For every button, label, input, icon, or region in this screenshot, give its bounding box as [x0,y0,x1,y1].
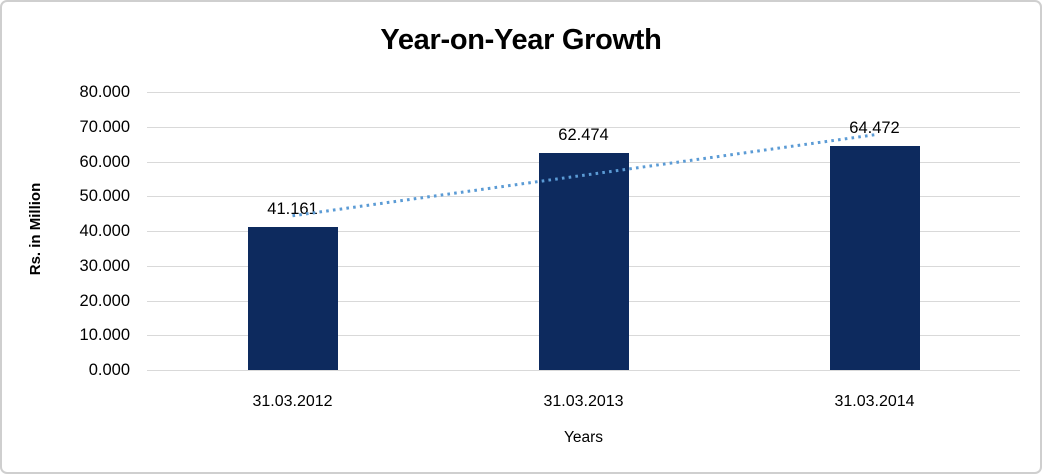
y-tick-label: 30.000 [79,256,130,275]
bar [538,152,629,370]
y-tick-label: 70.000 [79,117,130,136]
x-axis-title: Years [563,429,604,446]
bar [829,145,920,370]
chart-title: Year-on-Year Growth [380,24,662,56]
bar-data-label: 64.472 [849,118,900,137]
bar-data-label: 62.474 [558,125,609,144]
bar [247,226,338,370]
y-axis-tick-labels: 0.000 10.000 20.000 30.000 40.000 50.000 60.00… [2,83,130,379]
x-axis-tick-labels: 31.03.2012 31.03.2013 31.03.2014 [147,392,1020,412]
y-tick-label: 40.000 [79,222,130,240]
y-tick-label: 60.000 [79,152,130,171]
trendline [292,133,875,218]
y-tick-label: 20.000 [79,291,130,310]
y-tick-label: 80.000 [79,83,130,101]
x-tick-label: 31.03.2012 [252,393,333,410]
gridline [147,92,1020,93]
y-tick-label: 10.000 [79,326,130,345]
plot-area: 41.161 62.474 64.472 [147,92,1020,371]
y-tick-label: 50.000 [79,187,130,206]
bar-data-label: 41.161 [267,199,318,218]
x-tick-label: 31.03.2013 [543,393,624,410]
x-tick-label: 31.03.2014 [834,393,915,410]
y-tick-label: 0.000 [88,361,130,379]
gridline [147,126,1020,128]
gridline [147,370,1020,371]
